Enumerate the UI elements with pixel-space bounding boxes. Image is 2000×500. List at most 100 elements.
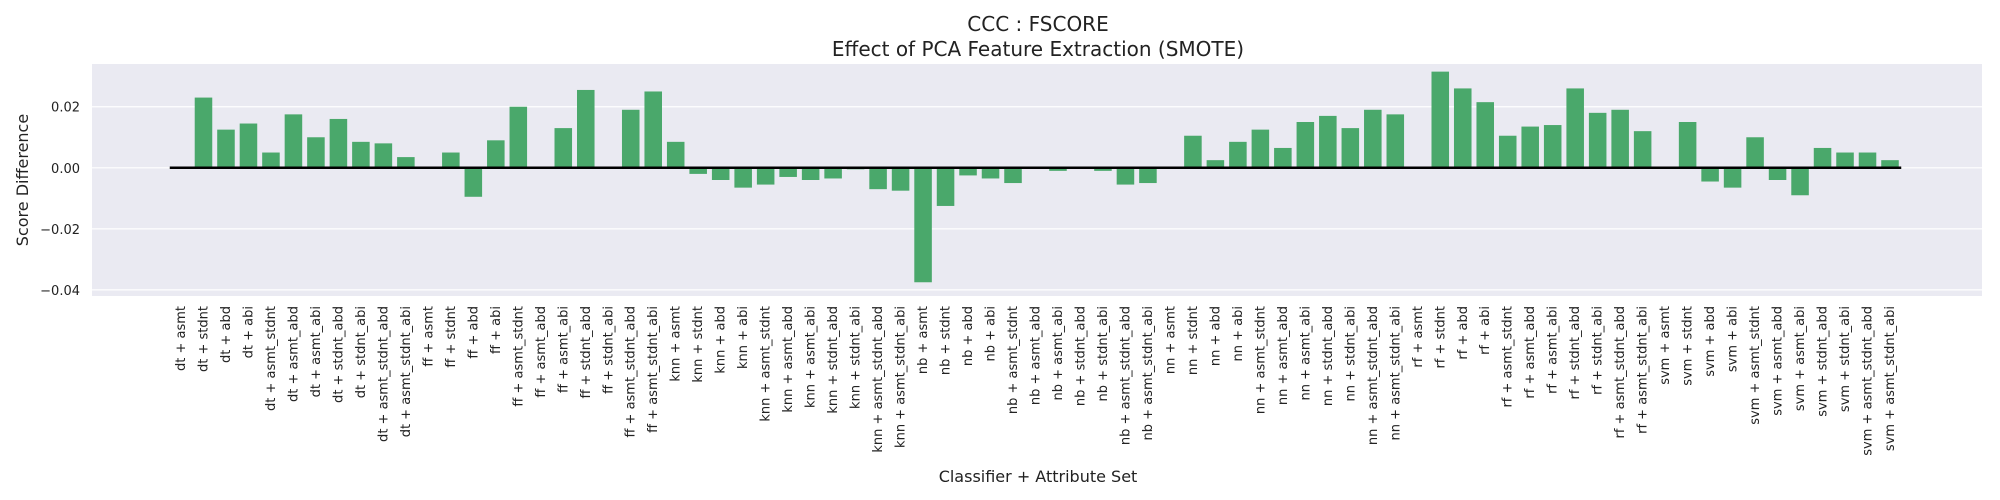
x-tick-label: nb + asmt_abi <box>1051 306 1066 400</box>
bar <box>194 97 213 168</box>
bar <box>1341 128 1360 168</box>
x-tick-label: rf + asmt_abd <box>1523 306 1538 399</box>
x-tick-label: ff + asmt_stdnt_abi <box>646 306 661 433</box>
bars <box>194 71 1899 283</box>
x-tick-label: rf + asmt_stdnt_abd <box>1613 306 1628 439</box>
x-tick-label: rf + abi <box>1478 306 1493 355</box>
x-tick-label: svm + asmt_stdnt_abi <box>1883 306 1898 451</box>
bar <box>464 167 483 197</box>
bar <box>1431 71 1450 168</box>
x-tick-label: nn + stdnt_abd <box>1321 306 1336 406</box>
bar <box>779 167 797 177</box>
y-tick-label: 0.00 <box>51 162 80 177</box>
x-tick-label: svm + asmt_stdnt <box>1748 306 1763 425</box>
x-tick-label: svm + stdnt_abi <box>1838 306 1853 412</box>
bar <box>914 167 932 283</box>
bar <box>1746 137 1764 168</box>
x-tick-label: knn + asmt_stdnt <box>759 306 774 422</box>
x-tick-label: nn + asmt_stdnt_abd <box>1366 306 1381 445</box>
x-tick-label: dt + stdnt <box>196 306 211 372</box>
x-tick-label: dt + asmt_stdnt <box>264 306 279 411</box>
x-tick-label: nn + asmt_stdnt <box>1253 306 1268 414</box>
x-tick-label: nb + asmt_stdnt_abd <box>1118 306 1133 445</box>
bar <box>644 91 662 168</box>
bar <box>554 128 573 168</box>
x-tick-label: knn + asmt <box>669 306 684 382</box>
bar <box>1453 88 1472 168</box>
x-tick-label: nn + abd <box>1208 306 1223 366</box>
bar <box>1004 167 1022 184</box>
y-tick-label: −0.02 <box>40 223 80 238</box>
bar <box>262 152 280 168</box>
x-tick-label: svm + stdnt_abd <box>1816 306 1831 417</box>
bar <box>1206 160 1225 168</box>
bar <box>1116 167 1135 185</box>
x-tick-label: nn + asmt <box>1163 306 1178 374</box>
bar <box>1364 109 1382 168</box>
x-tick-label: dt + asmt_abi <box>309 306 324 397</box>
bar <box>1543 125 1562 168</box>
bar <box>374 143 393 168</box>
bar <box>1678 122 1697 168</box>
x-tick-label: ff + asmt <box>421 306 436 367</box>
x-tick-label: svm + stdnt <box>1681 306 1696 386</box>
y-tick-labels: 0.02 0.00 −0.02 −0.04 <box>40 101 80 299</box>
bar <box>959 167 977 176</box>
x-tick-label: nn + asmt_abi <box>1298 306 1313 400</box>
x-tick-label: dt + abi <box>241 306 256 358</box>
x-tick-label: ff + stdnt <box>444 306 459 368</box>
bar <box>1521 126 1539 168</box>
x-tick-label: knn + asmt_abi <box>804 306 819 408</box>
x-tick-label: ff + stdnt_abd <box>579 306 594 399</box>
x-tick-label: svm + abi <box>1726 306 1741 372</box>
bar <box>1386 114 1405 168</box>
x-tick-label: dt + stdnt_abi <box>354 306 369 398</box>
x-tick-label: ff + abi <box>489 306 504 354</box>
x-tick-label: ff + stdnt_abi <box>601 306 616 394</box>
bar <box>621 109 640 168</box>
bar <box>824 167 842 179</box>
bar <box>1723 167 1742 188</box>
bar <box>981 167 1000 179</box>
x-tick-labels: dt + asmt dt + stdnt dt + abd dt + abi dt + … <box>174 306 1898 456</box>
x-tick-label: knn + asmt_stdnt_abd <box>871 306 886 453</box>
x-tick-label: nb + abd <box>961 306 976 366</box>
y-tick-label: 0.02 <box>51 101 80 116</box>
bar <box>711 167 730 180</box>
bar <box>329 118 348 168</box>
x-tick-label: ff + asmt_stdnt_abd <box>624 306 639 438</box>
bar <box>239 123 258 168</box>
bar <box>1498 135 1517 168</box>
bar <box>666 141 685 168</box>
x-tick-label: knn + abd <box>714 306 729 374</box>
bar <box>1566 88 1584 168</box>
x-tick-label: svm + asmt_stdnt_abd <box>1861 306 1876 456</box>
x-tick-label: svm + asmt_abi <box>1793 306 1808 411</box>
bar <box>1858 152 1877 168</box>
x-tick-label: rf + asmt_stdnt <box>1501 306 1516 408</box>
bar <box>576 89 595 168</box>
y-tick-label: −0.04 <box>40 284 80 299</box>
x-tick-label: knn + asmt_abd <box>781 306 796 413</box>
x-tick-label: rf + abd <box>1456 306 1471 360</box>
bar <box>1611 109 1629 168</box>
x-tick-label: svm + abd <box>1703 306 1718 377</box>
bar <box>1319 115 1337 168</box>
bar <box>397 157 415 168</box>
x-tick-label: nb + abi <box>984 306 999 361</box>
bar <box>1139 167 1157 184</box>
bar <box>734 167 752 188</box>
x-tick-label: ff + asmt_abd <box>534 306 549 398</box>
x-tick-label: nb + stdnt <box>939 306 954 375</box>
bar <box>307 137 325 168</box>
bar <box>1251 129 1270 168</box>
bar <box>1094 167 1112 171</box>
x-tick-label: rf + asmt <box>1411 306 1426 368</box>
x-tick-label: nb + asmt_stdnt <box>1006 306 1021 414</box>
x-tick-label: nb + asmt_abd <box>1029 306 1044 405</box>
x-tick-label: knn + abi <box>736 306 751 369</box>
x-tick-label: nn + asmt_abd <box>1276 306 1291 405</box>
x-tick-label: nn + stdnt_abi <box>1343 306 1358 401</box>
y-axis-label: Score Difference <box>13 114 32 246</box>
